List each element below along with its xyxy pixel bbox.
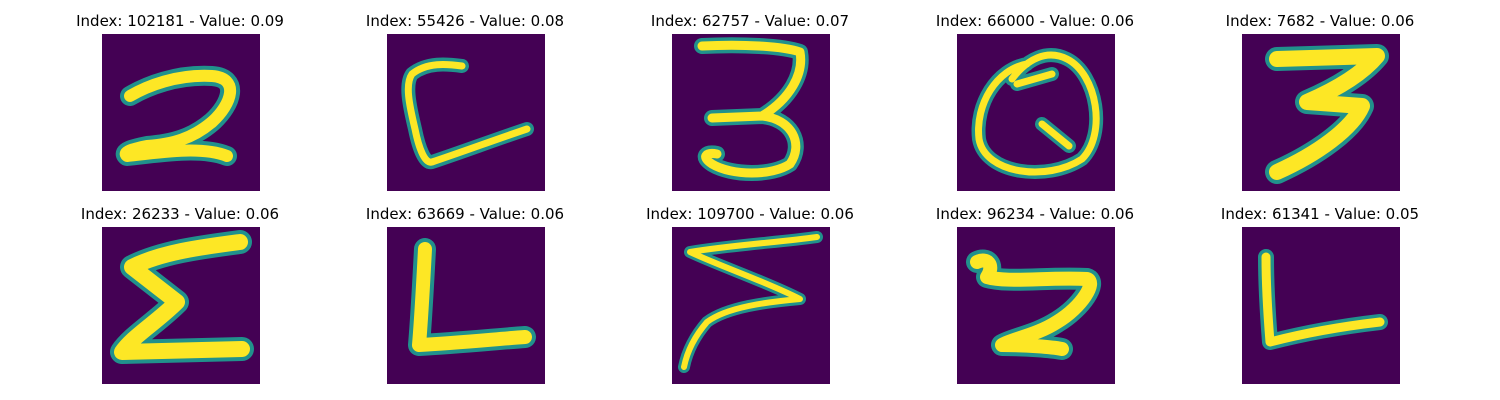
handwritten-glyph-image — [1242, 227, 1400, 384]
handwritten-glyph-image — [1242, 34, 1400, 191]
handwritten-glyph-image — [102, 34, 260, 191]
panel-title: Index: 62757 - Value: 0.07 — [650, 12, 850, 30]
panel-title: Index: 61341 - Value: 0.05 — [1220, 205, 1420, 223]
handwritten-glyph-image — [387, 34, 545, 191]
panel-title: Index: 55426 - Value: 0.08 — [365, 12, 565, 30]
panel-title: Index: 26233 - Value: 0.06 — [80, 205, 280, 223]
panel-title: Index: 102181 - Value: 0.09 — [76, 12, 284, 30]
handwritten-glyph-image — [957, 227, 1115, 384]
panel-title: Index: 109700 - Value: 0.06 — [646, 205, 854, 223]
handwritten-glyph-image — [672, 34, 830, 191]
panel-title: Index: 96234 - Value: 0.06 — [935, 205, 1135, 223]
panel-title: Index: 66000 - Value: 0.06 — [935, 12, 1135, 30]
handwritten-glyph-image — [672, 227, 830, 384]
handwritten-glyph-image — [957, 34, 1115, 191]
panel-title: Index: 7682 - Value: 0.06 — [1225, 12, 1415, 30]
handwritten-glyph-image — [387, 227, 545, 384]
panel-title: Index: 63669 - Value: 0.06 — [365, 205, 565, 223]
handwritten-glyph-image — [102, 227, 260, 384]
